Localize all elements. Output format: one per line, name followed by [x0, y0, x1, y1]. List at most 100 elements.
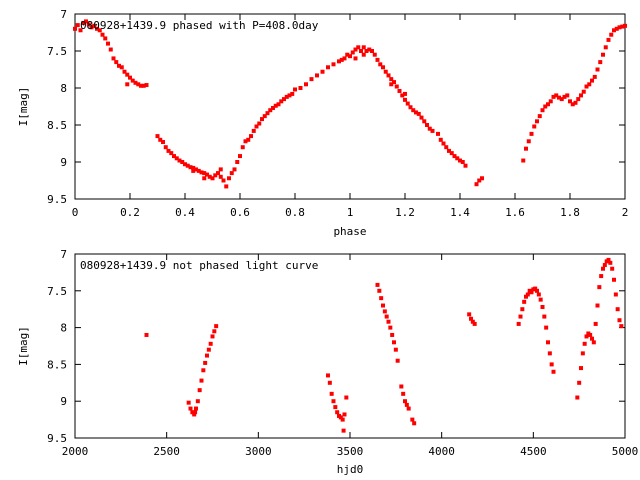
data-point [326, 373, 330, 378]
data-point [590, 336, 594, 341]
data-point [455, 156, 460, 161]
data-point [404, 402, 409, 407]
data-point [379, 296, 384, 301]
data-point [212, 329, 217, 334]
data-point [623, 23, 627, 28]
y-tick-label: 7 [60, 8, 67, 21]
data-point [477, 178, 482, 183]
data-point [579, 366, 583, 371]
x-tick-label: 2000 [62, 445, 89, 458]
y-axis-label: I[mag] [17, 326, 30, 366]
x-axis-label: phase [333, 225, 366, 238]
data-point [84, 19, 88, 24]
data-point [546, 102, 550, 107]
data-point [469, 316, 473, 321]
data-point [327, 380, 332, 385]
data-point [293, 87, 297, 92]
data-point [73, 26, 77, 31]
data-point [262, 114, 267, 119]
x-tick-label: 2500 [153, 445, 180, 458]
plot-title: 080928+1439.9 phased with P=408.0day [80, 19, 319, 32]
data-point [592, 74, 597, 79]
data-point [199, 170, 204, 175]
data-point [108, 47, 113, 52]
data-point [595, 67, 600, 72]
data-point [529, 290, 534, 295]
data-point [408, 105, 413, 110]
data-point [229, 171, 234, 176]
data-point [166, 148, 171, 153]
data-point [114, 60, 119, 65]
data-points [144, 257, 624, 433]
data-point [562, 94, 567, 99]
data-point [406, 406, 411, 411]
data-point [430, 128, 435, 133]
data-point [345, 52, 350, 57]
data-point [331, 399, 336, 404]
plot-frame [74, 13, 626, 200]
data-point [608, 260, 613, 265]
data-point [337, 59, 341, 64]
y-tick-label: 8 [60, 82, 67, 95]
data-point [609, 32, 614, 37]
data-point [144, 83, 149, 88]
data-point [238, 154, 242, 159]
data-points [73, 19, 627, 189]
data-point [188, 406, 193, 411]
data-point [206, 347, 211, 352]
data-point [575, 395, 580, 400]
data-point [315, 73, 319, 78]
data-point [117, 63, 121, 68]
data-point [381, 303, 385, 308]
data-point [227, 176, 231, 181]
data-point [210, 334, 215, 339]
x-tick-label: 1 [347, 206, 354, 219]
data-point [444, 145, 449, 150]
data-point [520, 307, 525, 312]
data-point [331, 62, 336, 67]
data-point [202, 176, 207, 181]
data-point [557, 95, 561, 100]
data-point [201, 368, 206, 373]
data-point [593, 321, 598, 326]
data-point [551, 94, 556, 99]
data-point [522, 299, 527, 304]
data-point [516, 321, 521, 326]
data-point [403, 91, 407, 96]
data-point [329, 391, 334, 396]
data-point [188, 165, 193, 170]
data-point [279, 99, 284, 104]
data-point [403, 97, 407, 102]
data-point [524, 294, 528, 299]
data-point [394, 84, 399, 89]
x-tick-label: 3500 [337, 445, 364, 458]
data-point [195, 399, 200, 404]
data-point [570, 102, 575, 107]
x-axis-label: hjd0 [337, 463, 364, 476]
x-tick-label: 1.2 [395, 206, 415, 219]
data-point [386, 319, 391, 324]
data-point [524, 146, 528, 151]
data-point [540, 108, 545, 113]
data-point [603, 45, 608, 50]
y-tick-label: 8.5 [47, 119, 67, 132]
data-point [612, 277, 616, 282]
data-point [577, 380, 582, 385]
data-point [372, 52, 377, 57]
data-point [125, 72, 130, 77]
data-point [174, 156, 179, 161]
data-point [613, 292, 618, 297]
data-point [544, 325, 549, 330]
x-tick-label: 0.2 [120, 206, 140, 219]
x-tick-label: 0.6 [230, 206, 250, 219]
data-point [386, 73, 391, 78]
data-point [543, 104, 548, 109]
x-tick-label: 0 [72, 206, 79, 219]
data-point [389, 82, 394, 87]
data-point [606, 257, 611, 262]
data-point [213, 173, 218, 178]
data-point [339, 57, 344, 62]
data-point [197, 388, 202, 393]
data-point [532, 124, 537, 129]
data-point [298, 86, 303, 90]
